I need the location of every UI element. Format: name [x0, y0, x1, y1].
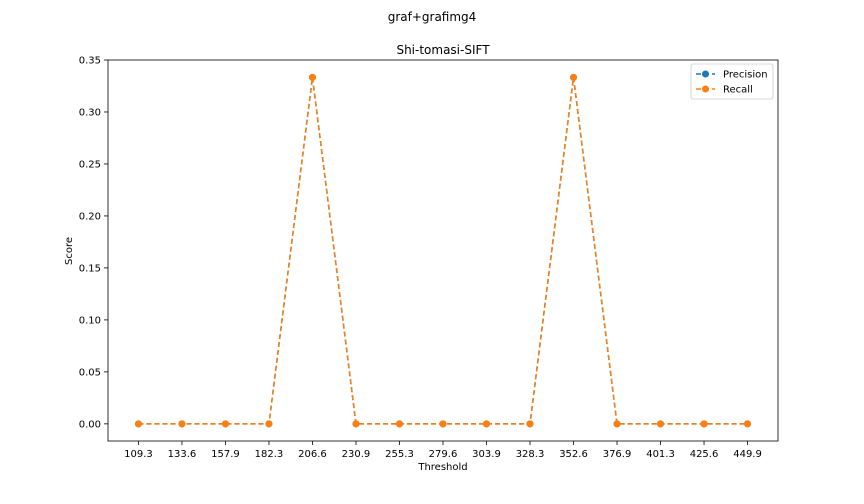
legend: Precision Recall [690, 63, 774, 100]
x-tick-label: 157.9 [211, 449, 240, 460]
x-tick-label: 352.6 [559, 449, 588, 460]
data-point-recall [265, 420, 273, 428]
plot-frame [107, 59, 779, 442]
x-tick-label: 279.6 [429, 449, 458, 460]
figure-suptitle: graf+grafimg4 [388, 10, 477, 24]
data-point-recall [700, 420, 708, 428]
y-tick-label: 0.30 [79, 107, 101, 118]
x-tick-label: 401.3 [646, 449, 675, 460]
plot-area [108, 60, 778, 441]
x-tick-label: 230.9 [342, 449, 371, 460]
data-point-recall [570, 73, 578, 81]
x-tick-label: 109.3 [124, 449, 153, 460]
data-point-recall [221, 420, 229, 428]
data-point-recall [308, 73, 316, 81]
data-point-recall [352, 420, 360, 428]
y-tick-label: 0.10 [79, 315, 101, 326]
data-point-recall [178, 420, 186, 428]
chart-title: Shi-tomasi-SIFT [396, 43, 490, 57]
x-tick-label: 303.9 [472, 449, 501, 460]
legend-marker [702, 85, 709, 93]
y-axis-label: Score [64, 237, 75, 265]
y-tick-label: 0.05 [79, 367, 101, 378]
data-point-recall [395, 420, 403, 428]
x-tick-label: 206.6 [298, 449, 327, 460]
data-point-recall [657, 420, 665, 428]
x-tick-label: 376.9 [603, 449, 632, 460]
x-tick-label: 328.3 [516, 449, 545, 460]
x-tick-label: 449.9 [733, 449, 762, 460]
y-tick-label: 0.25 [79, 159, 101, 170]
x-tick-label: 425.6 [690, 449, 719, 460]
legend-entry-recall: Recall [723, 85, 753, 96]
y-tick-label: 0.15 [79, 263, 101, 274]
x-axis: 109.3 133.6 157.9 182.3 206.6 230.9 255.3 279.6… [124, 441, 762, 460]
x-tick-label: 133.6 [168, 449, 197, 460]
data-point-recall [439, 420, 447, 428]
legend-entry-precision: Precision [723, 70, 768, 81]
series-layer [134, 73, 752, 428]
y-tick-label: 0.35 [79, 56, 101, 67]
data-point-recall [134, 420, 142, 428]
data-point-recall [613, 420, 621, 428]
x-axis-label: Threshold [417, 462, 467, 473]
y-axis: 0.00 0.05 0.10 0.15 0.20 0.25 0.30 0.35 [79, 56, 108, 430]
legend-marker [702, 70, 709, 78]
legend-box [690, 63, 774, 100]
y-tick-label: 0.00 [79, 419, 101, 430]
data-point-recall [744, 420, 752, 428]
data-point-recall [526, 420, 534, 428]
y-tick-label: 0.20 [79, 211, 101, 222]
data-point-recall [483, 420, 491, 428]
x-tick-label: 255.3 [385, 449, 414, 460]
x-tick-label: 182.3 [255, 449, 284, 460]
